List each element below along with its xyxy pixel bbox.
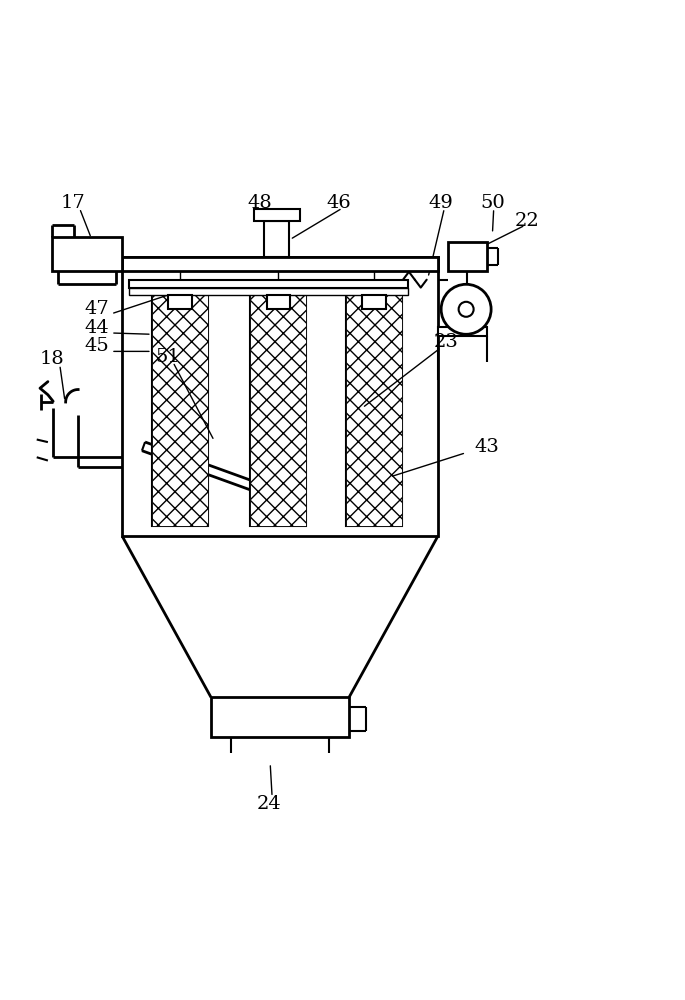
Text: 47: 47 xyxy=(85,300,110,318)
Text: 24: 24 xyxy=(257,795,282,813)
Text: 50: 50 xyxy=(481,194,506,212)
Bar xyxy=(211,697,349,737)
Bar xyxy=(251,290,306,526)
Bar xyxy=(122,257,438,536)
Bar xyxy=(346,290,401,526)
Bar xyxy=(266,295,290,309)
Text: 17: 17 xyxy=(61,194,86,212)
Bar xyxy=(362,295,386,309)
Text: 18: 18 xyxy=(40,350,65,368)
Text: 44: 44 xyxy=(85,319,110,337)
Text: 49: 49 xyxy=(428,194,453,212)
Bar xyxy=(52,237,122,271)
Text: 48: 48 xyxy=(247,194,272,212)
Bar xyxy=(438,327,487,336)
Bar xyxy=(152,290,208,526)
Circle shape xyxy=(441,284,491,334)
Bar xyxy=(448,242,487,271)
Text: 22: 22 xyxy=(515,212,540,230)
Bar xyxy=(264,221,289,257)
Bar xyxy=(129,280,408,288)
Text: 46: 46 xyxy=(326,194,351,212)
Bar xyxy=(253,209,300,221)
Bar xyxy=(346,290,401,526)
Text: 51: 51 xyxy=(155,348,180,366)
Bar xyxy=(122,257,438,271)
Bar xyxy=(152,290,208,526)
Bar xyxy=(251,290,306,526)
Bar xyxy=(168,295,192,309)
Text: 43: 43 xyxy=(474,438,499,456)
Text: 23: 23 xyxy=(433,333,458,351)
Circle shape xyxy=(459,302,473,317)
Text: 45: 45 xyxy=(85,337,110,355)
Bar xyxy=(129,288,408,295)
